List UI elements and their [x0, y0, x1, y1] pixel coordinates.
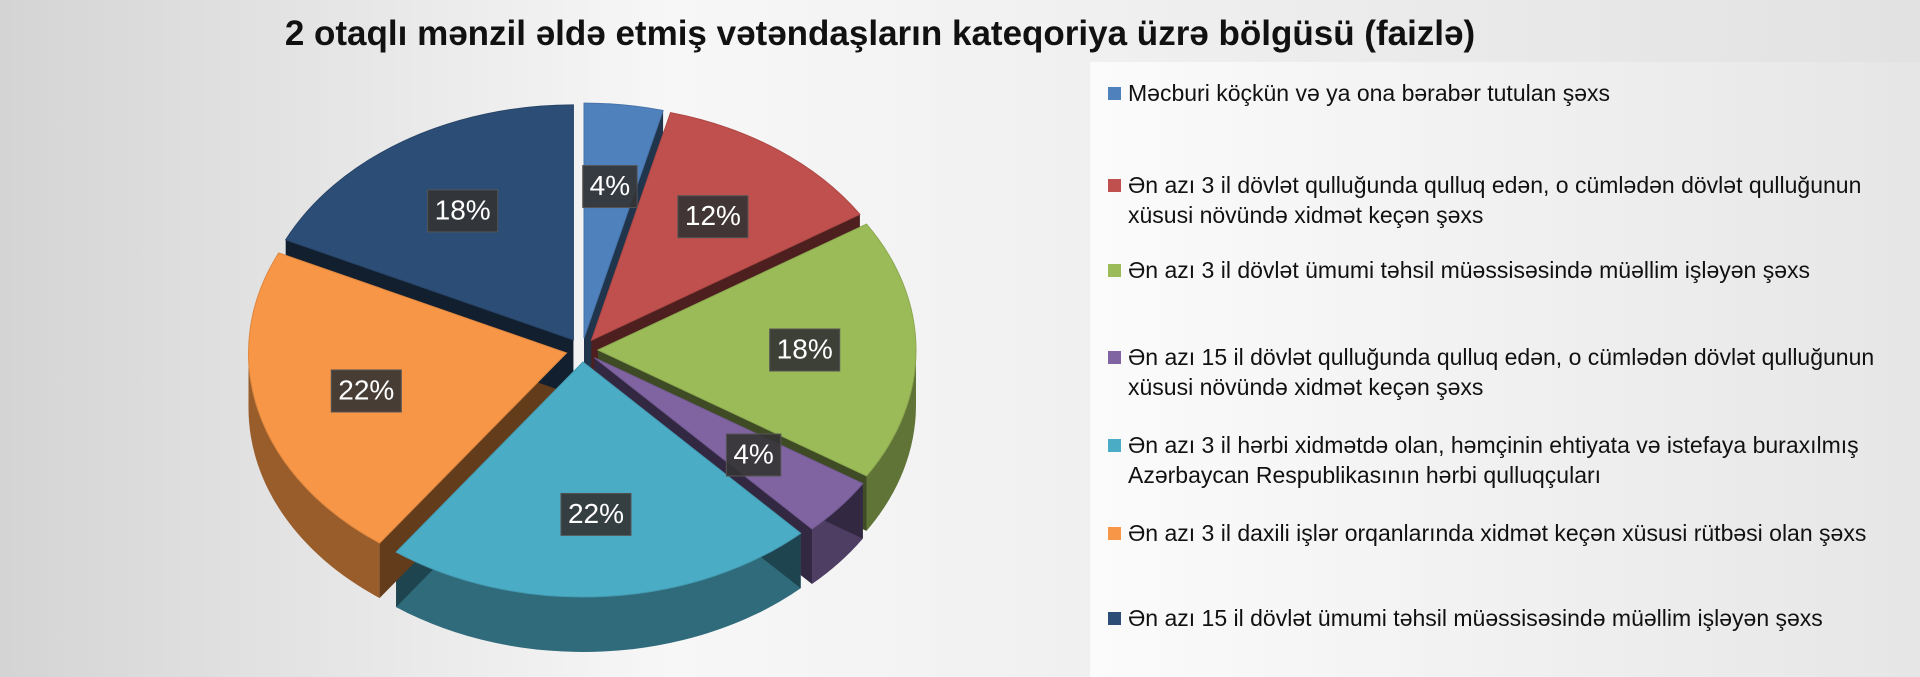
- legend-item: Ən azı 3 il hərbi xidmətdə olan, həmçini…: [1108, 430, 1918, 490]
- legend-swatch: [1108, 527, 1121, 540]
- value-label: 22%: [568, 498, 624, 529]
- value-label: 4%: [590, 170, 630, 201]
- value-label-box: [560, 492, 632, 536]
- chart-title: 2 otaqlı mənzil əldə etmiş vətəndaşların…: [284, 14, 1476, 53]
- value-label-box: [677, 195, 749, 239]
- legend-item: Ən azı 15 il dövlət ümumi təhsil müəssis…: [1108, 603, 1918, 633]
- value-label: 12%: [685, 200, 741, 231]
- legend-swatch: [1108, 612, 1121, 625]
- legend-label: Ən azı 15 il dövlət ümumi təhsil müəssis…: [1128, 605, 1823, 631]
- legend-item: Ən azı 3 il daxili işlər orqanlarında xi…: [1108, 518, 1918, 548]
- legend-swatch: [1108, 87, 1121, 100]
- value-label: 4%: [733, 438, 773, 469]
- slice: [583, 102, 664, 339]
- legend-item: Məcburi köçkün və ya ona bərabər tutulan…: [1108, 78, 1918, 108]
- legend-panel: [1090, 62, 1920, 677]
- legend-item: Ən azı 3 il dövlət ümumi təhsil müəssisə…: [1108, 255, 1918, 285]
- value-label-box: [725, 433, 782, 477]
- value-label-box: [330, 369, 402, 413]
- slice-side: [248, 352, 380, 599]
- legend-swatch: [1108, 351, 1121, 364]
- value-label: 18%: [777, 333, 833, 364]
- slice-side: [396, 533, 801, 652]
- slice: [395, 361, 802, 598]
- legend-swatch: [1108, 179, 1121, 192]
- value-label: 18%: [435, 194, 491, 225]
- legend-label: Ən azı 3 il dövlət ümumi təhsil müəssisə…: [1128, 257, 1811, 283]
- legend-item: Ən azı 3 il dövlət qulluğunda qulluq edə…: [1108, 170, 1918, 230]
- slice-side: [866, 350, 916, 531]
- legend-label: Ən azı 3 il hərbi xidmətdə olan, həmçini…: [1128, 432, 1859, 488]
- legend-label: Məcburi köçkün və ya ona bərabər tutulan…: [1128, 80, 1610, 106]
- value-label-box: [769, 328, 841, 372]
- value-label: 22%: [338, 374, 394, 405]
- legend-label: Ən azı 3 il dövlət qulluğunda qulluq edə…: [1128, 172, 1862, 228]
- legend-label: Ən azı 15 il dövlət qulluğunda qulluq ed…: [1128, 344, 1875, 400]
- legend-swatch: [1108, 439, 1121, 452]
- legend-item: Ən azı 15 il dövlət qulluğunda qulluq ed…: [1108, 342, 1918, 402]
- value-label-box: [427, 189, 499, 233]
- value-label-box: [582, 165, 638, 209]
- slice: [248, 252, 568, 544]
- legend-swatch: [1108, 264, 1121, 277]
- legend-label: Ən azı 3 il daxili işlər orqanlarında xi…: [1128, 520, 1867, 546]
- slice: [596, 223, 917, 477]
